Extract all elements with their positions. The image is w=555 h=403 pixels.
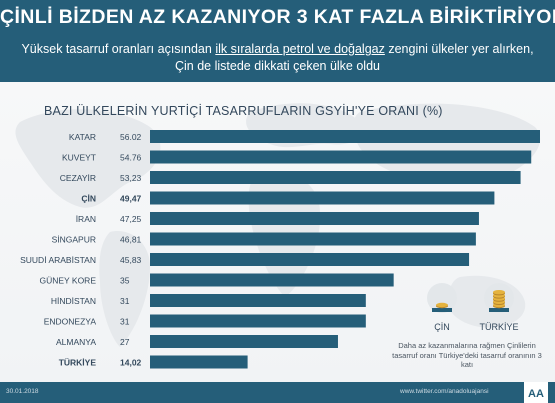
value-label-0: 56.02 — [120, 132, 142, 142]
footer-date: 30.01.2018 — [6, 388, 39, 395]
value-label-7: 35 — [120, 276, 130, 286]
category-label-11: TÜRKİYE — [59, 358, 97, 368]
category-label-0: KATAR — [69, 132, 96, 142]
category-label-9: ENDONEZYA — [44, 317, 97, 327]
header-banner: ÇİNLİ BİZDEN AZ KAZANIYOR 3 KAT FAZLA Bİ… — [0, 0, 555, 82]
turkey-coins-icon — [484, 283, 514, 313]
footer-bar: 30.01.2018 www.twitter.com/anadoluajansi — [0, 382, 555, 403]
value-label-10: 27 — [120, 337, 130, 347]
aa-logo-icon: AA — [524, 382, 548, 403]
bar-chart: KATAR 56.02 KUVEYT 54.76 CEZAYİR 53,23 ÇİN 49,4… — [20, 130, 540, 369]
bar-4 — [150, 212, 479, 225]
comparison-note: Daha az kazanmalarına rağmen Çinlilerin … — [392, 341, 542, 369]
bar-6 — [150, 253, 470, 266]
bar-11 — [150, 355, 248, 369]
category-label-8: HİNDİSTAN — [51, 296, 96, 306]
bar-9 — [150, 314, 366, 328]
category-label-3: ÇİN — [81, 194, 96, 204]
bar-1 — [150, 150, 532, 164]
category-label-2: CEZAYİR — [60, 173, 96, 183]
category-label-7: GÜNEY KORE — [39, 276, 96, 286]
category-label-4: İRAN — [76, 214, 96, 224]
bar-3 — [150, 191, 495, 205]
category-label-10: ALMANYA — [56, 337, 96, 347]
value-label-8: 31 — [120, 296, 130, 306]
subtitle-underlined-text: ilk sıralarda petrol ve doğalgaz — [215, 42, 385, 56]
bar-0 — [150, 130, 540, 143]
bar-10 — [150, 335, 338, 348]
page-subtitle: Yüksek tasarruf oranları açısından ilk s… — [20, 41, 535, 75]
china-icon-label: ÇİN — [434, 322, 450, 332]
value-label-4: 47,25 — [120, 214, 142, 224]
subtitle-text-end: zengini ülkeler yer alırken, Çin de list… — [175, 42, 534, 73]
category-label-5: SİNGAPUR — [52, 235, 96, 245]
bar-5 — [150, 232, 476, 246]
bar-2 — [150, 171, 521, 184]
value-label-2: 53,23 — [120, 173, 142, 183]
aa-logo-text: AA — [528, 388, 544, 400]
value-label-11: 14,02 — [120, 358, 142, 368]
value-label-5: 46,81 — [120, 235, 142, 245]
chart-title: BAZI ÜLKELERİN YURTİÇİ TASARRUFLARIN GSY… — [44, 104, 443, 118]
bar-8 — [150, 294, 366, 307]
value-label-6: 45,83 — [120, 255, 142, 265]
category-label-1: KUVEYT — [62, 153, 96, 163]
turkey-icon-label: TÜRKİYE — [479, 322, 519, 332]
value-label-3: 49,47 — [120, 194, 142, 204]
page-title: ÇİNLİ BİZDEN AZ KAZANIYOR 3 KAT FAZLA Bİ… — [0, 6, 555, 28]
value-label-1: 54.76 — [120, 153, 142, 163]
category-label-6: SUUDİ ARABİSTAN — [20, 255, 96, 265]
value-label-9: 31 — [120, 317, 130, 327]
bar-7 — [150, 273, 394, 287]
footer-twitter-link[interactable]: www.twitter.com/anadoluajansi — [400, 388, 489, 395]
china-coin-icon — [427, 283, 457, 313]
subtitle-text-start: Yüksek tasarruf oranları açısından — [21, 42, 216, 56]
